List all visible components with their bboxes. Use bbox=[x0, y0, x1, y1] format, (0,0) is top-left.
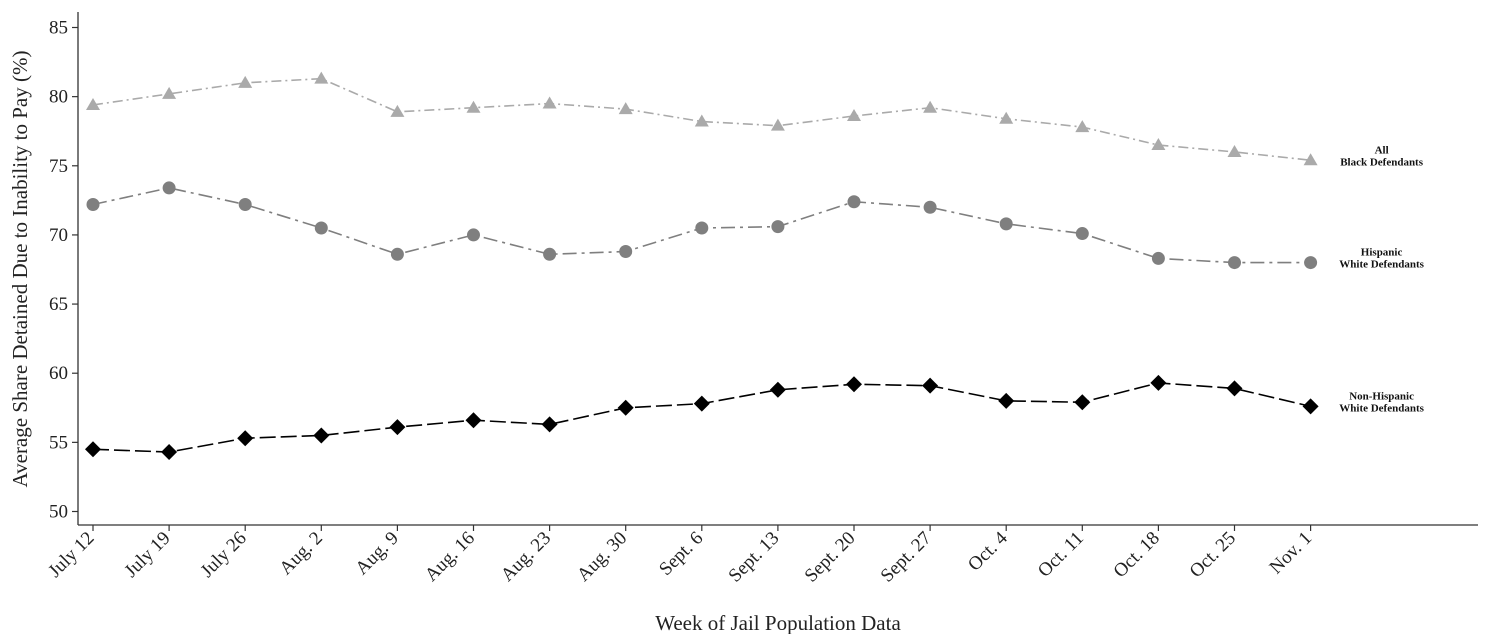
data-point-circle bbox=[619, 245, 633, 259]
data-point-diamond bbox=[465, 412, 482, 429]
data-point-circle bbox=[314, 221, 328, 235]
data-point-diamond bbox=[617, 399, 634, 416]
data-point-diamond bbox=[1226, 380, 1243, 397]
data-point-circle bbox=[238, 198, 252, 212]
x-tick-label: Sept. 27 bbox=[877, 528, 936, 587]
data-point-diamond bbox=[1150, 374, 1167, 391]
data-point-circle bbox=[1075, 227, 1089, 241]
x-axis: July 12 July 19 July 26 Aug. 2 Aug. 9 Aug. 16… bbox=[44, 524, 1478, 587]
series-3 bbox=[85, 374, 1319, 461]
x-tick-label: Aug. 23 bbox=[497, 528, 555, 586]
y-axis-title: Average Share Detained Due to Inability … bbox=[8, 51, 32, 488]
y-tick-label: 85 bbox=[49, 18, 68, 39]
x-tick-label: July 12 bbox=[44, 528, 98, 582]
y-tick-label: 75 bbox=[49, 156, 68, 177]
x-tick-label: Oct. 4 bbox=[964, 527, 1012, 575]
y-tick-label: 50 bbox=[49, 502, 68, 523]
data-point-circle bbox=[467, 228, 480, 242]
data-point-circle bbox=[999, 217, 1013, 231]
y-tick-label: 60 bbox=[49, 363, 68, 384]
data-point-triangle bbox=[618, 102, 633, 115]
data-point-triangle bbox=[847, 109, 861, 122]
data-point-circle bbox=[695, 221, 709, 235]
x-tick-label: Aug. 30 bbox=[573, 528, 631, 586]
data-point-diamond bbox=[1302, 398, 1319, 415]
data-point-circle bbox=[1151, 251, 1165, 265]
x-tick-label: Aug. 16 bbox=[421, 528, 479, 586]
series-2 bbox=[86, 181, 1318, 270]
data-point-triangle bbox=[466, 100, 481, 113]
data-point-circle bbox=[1228, 256, 1241, 270]
data-point-diamond bbox=[541, 416, 558, 433]
data-point-diamond bbox=[161, 444, 178, 461]
series-1 bbox=[86, 71, 1318, 166]
data-point-circle bbox=[847, 195, 861, 209]
data-point-diamond bbox=[693, 395, 710, 412]
data-point-circle bbox=[86, 198, 100, 212]
series-label-line: All bbox=[1375, 144, 1389, 156]
data-point-triangle bbox=[390, 104, 405, 117]
x-tick-label: July 26 bbox=[197, 528, 251, 582]
data-point-diamond bbox=[389, 419, 406, 436]
x-tick-label: Oct. 18 bbox=[1110, 528, 1164, 582]
data-point-diamond bbox=[85, 441, 101, 458]
data-point-circle bbox=[543, 247, 557, 261]
x-tick-label: Oct. 11 bbox=[1034, 528, 1088, 582]
data-point-diamond bbox=[1074, 394, 1091, 411]
x-tick-label: Oct. 25 bbox=[1186, 528, 1240, 582]
data-point-circle bbox=[1304, 256, 1318, 270]
x-axis-title: Week of Jail Population Data bbox=[655, 611, 901, 634]
data-point-triangle bbox=[238, 75, 253, 88]
y-tick-label: 55 bbox=[49, 432, 68, 453]
data-point-circle bbox=[162, 181, 176, 195]
data-point-diamond bbox=[237, 430, 254, 447]
data-point-triangle bbox=[1227, 144, 1242, 157]
series-label-line: White Defendants bbox=[1339, 402, 1424, 414]
data-point-triangle bbox=[923, 100, 938, 113]
series-label-line: Non-Hispanic bbox=[1349, 390, 1414, 402]
x-tick-label: Sept. 6 bbox=[655, 528, 707, 580]
data-point-triangle bbox=[542, 96, 557, 109]
y-tick-label: 65 bbox=[49, 294, 68, 315]
series-layer bbox=[85, 71, 1319, 461]
data-point-diamond bbox=[769, 381, 786, 398]
data-point-diamond bbox=[922, 377, 939, 394]
data-point-circle bbox=[771, 220, 785, 234]
series-label-line: White Defendants bbox=[1339, 259, 1424, 271]
series-line bbox=[92, 382, 1311, 453]
data-point-triangle bbox=[999, 111, 1014, 124]
data-point-circle bbox=[923, 200, 937, 214]
data-point-diamond bbox=[313, 427, 330, 444]
series-label-line: Black Defendants bbox=[1340, 156, 1424, 168]
data-point-diamond bbox=[846, 376, 862, 393]
x-tick-label: July 19 bbox=[121, 528, 175, 582]
data-point-triangle bbox=[1151, 138, 1166, 151]
data-point-triangle bbox=[162, 86, 177, 99]
data-point-triangle bbox=[1075, 120, 1090, 133]
data-point-triangle bbox=[314, 71, 329, 84]
series-line bbox=[92, 77, 1311, 162]
y-axis: 50 55 60 65 70 75 80 85 bbox=[49, 12, 79, 525]
x-tick-label: Sept. 20 bbox=[801, 528, 860, 587]
data-point-triangle bbox=[1303, 153, 1318, 166]
series-label-line: Hispanic bbox=[1361, 247, 1403, 259]
y-tick-label: 70 bbox=[49, 225, 68, 246]
data-point-triangle bbox=[86, 97, 100, 110]
data-point-circle bbox=[390, 247, 404, 261]
x-tick-label: Sept. 13 bbox=[725, 528, 784, 587]
x-tick-label: Nov. 1 bbox=[1266, 528, 1317, 579]
data-point-diamond bbox=[998, 392, 1015, 409]
data-point-triangle bbox=[694, 114, 709, 127]
x-tick-label: Aug. 9 bbox=[352, 528, 403, 579]
data-point-triangle bbox=[770, 118, 785, 131]
y-tick-label: 80 bbox=[49, 87, 68, 108]
x-tick-label: Aug. 2 bbox=[275, 528, 326, 579]
